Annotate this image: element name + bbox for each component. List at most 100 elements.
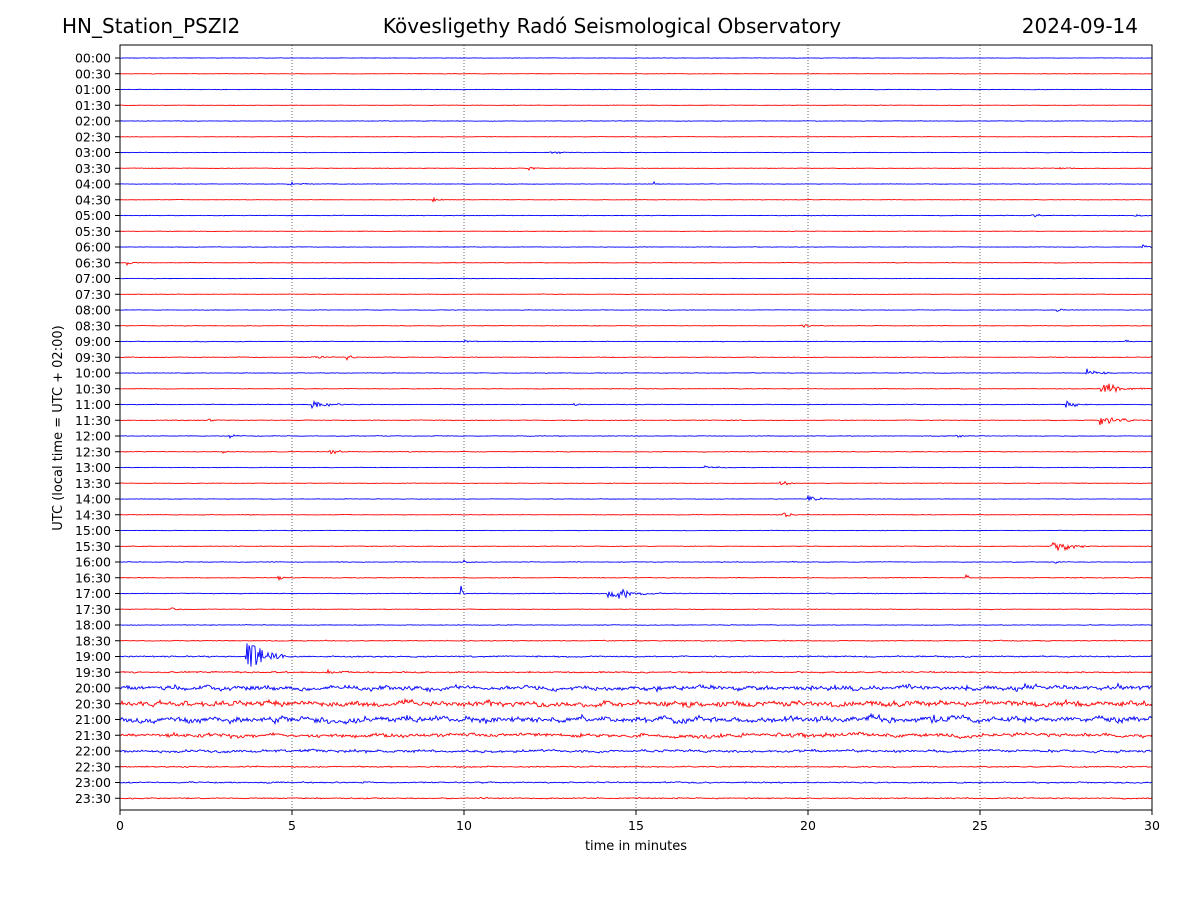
y-tick-label: 12:30: [75, 444, 111, 459]
trace-0630: [120, 261, 1152, 266]
y-tick-label: 06:00: [75, 240, 111, 255]
y-tick-label: 15:00: [75, 523, 111, 538]
trace-1400: [120, 494, 1152, 501]
y-tick-label: 22:30: [75, 759, 111, 774]
y-tick-label: 00:30: [75, 66, 111, 81]
y-tick-label: 20:30: [75, 696, 111, 711]
trace-1200: [120, 434, 1152, 439]
trace-0300: [120, 151, 1152, 155]
y-tick-label: 13:30: [75, 476, 111, 491]
trace-1930: [120, 668, 1152, 675]
trace-0100: [120, 88, 1152, 91]
y-tick-label: 03:30: [75, 161, 111, 176]
y-tick-label: 09:30: [75, 350, 111, 365]
trace-2030: [120, 697, 1152, 709]
y-tick-label: 17:30: [75, 602, 111, 617]
trace-1630: [120, 573, 1152, 582]
trace-1500: [120, 529, 1152, 532]
y-tick-label: 01:30: [75, 98, 111, 113]
y-tick-label: 19:00: [75, 649, 111, 664]
x-axis-label: time in minutes: [585, 839, 687, 854]
trace-1100: [120, 399, 1152, 410]
trace-1530: [120, 541, 1152, 552]
trace-0330: [120, 166, 1152, 172]
trace-0600: [120, 244, 1152, 249]
y-tick-label: 20:00: [75, 681, 111, 696]
trace-0700: [120, 277, 1152, 280]
y-tick-label: 11:30: [75, 413, 111, 428]
trace-0930: [120, 355, 1152, 361]
trace-0230: [120, 135, 1152, 138]
y-tick-label: 10:00: [75, 366, 111, 381]
y-tick-label: 15:30: [75, 539, 111, 554]
trace-1000: [120, 368, 1152, 375]
y-tick-label: 14:30: [75, 507, 111, 522]
trace-2000: [120, 682, 1152, 693]
y-tick-label: 03:00: [75, 145, 111, 160]
y-axis: 00:0000:3001:0001:3002:0002:3003:0003:30…: [75, 51, 120, 806]
x-tick-label: 15: [628, 818, 644, 833]
y-tick-label: 14:00: [75, 492, 111, 507]
trace-0030: [120, 73, 1152, 75]
y-tick-label: 16:30: [75, 570, 111, 585]
trace-0200: [120, 120, 1152, 122]
y-tick-label: 23:00: [75, 775, 111, 790]
trace-0900: [120, 339, 1152, 343]
y-tick-label: 18:30: [75, 633, 111, 648]
y-tick-label: 05:00: [75, 208, 111, 223]
y-tick-label: 16:00: [75, 555, 111, 570]
y-tick-label: 02:30: [75, 129, 111, 144]
trace-0800: [120, 308, 1152, 312]
y-tick-label: 17:00: [75, 586, 111, 601]
trace-1330: [120, 480, 1152, 486]
station-title: HN_Station_PSZI2: [62, 14, 241, 38]
trace-0400: [120, 180, 1152, 186]
y-tick-label: 06:30: [75, 255, 111, 270]
trace-0130: [120, 104, 1152, 107]
trace-1830: [120, 639, 1152, 642]
date-title: 2024-09-14: [1021, 14, 1138, 38]
trace-1300: [120, 465, 1152, 469]
y-tick-label: 04:00: [75, 177, 111, 192]
observatory-title: Kövesligethy Radó Seismological Observat…: [382, 14, 842, 38]
y-tick-label: 23:30: [75, 791, 111, 806]
trace-2130: [120, 731, 1152, 740]
y-tick-label: 09:00: [75, 334, 111, 349]
trace-2330: [120, 796, 1152, 800]
x-tick-label: 5: [288, 818, 296, 833]
trace-0000: [120, 57, 1152, 59]
trace-1730: [120, 607, 1152, 611]
y-tick-label: 21:00: [75, 712, 111, 727]
trace-0500: [120, 213, 1152, 218]
trace-1130: [120, 416, 1152, 426]
x-tick-label: 30: [1144, 818, 1160, 833]
y-tick-label: 00:00: [75, 51, 111, 66]
trace-1900: [120, 643, 1152, 667]
x-tick-label: 10: [456, 818, 472, 833]
trace-2300: [120, 781, 1152, 785]
y-tick-label: 07:30: [75, 287, 111, 302]
trace-1800: [120, 623, 1152, 626]
trace-2200: [120, 748, 1152, 755]
y-tick-label: 08:30: [75, 318, 111, 333]
y-tick-label: 19:30: [75, 665, 111, 680]
trace-0830: [120, 324, 1152, 328]
y-tick-label: 13:00: [75, 460, 111, 475]
y-tick-label: 02:00: [75, 114, 111, 129]
trace-1600: [120, 559, 1152, 564]
x-tick-label: 20: [800, 818, 816, 833]
trace-group: [120, 57, 1152, 800]
trace-2100: [120, 712, 1152, 726]
y-axis-label: UTC (local time = UTC + 02:00): [51, 325, 66, 530]
trace-1430: [120, 512, 1152, 518]
y-tick-label: 21:30: [75, 728, 111, 743]
trace-2230: [120, 765, 1152, 769]
y-tick-label: 10:30: [75, 381, 111, 396]
trace-0730: [120, 293, 1152, 295]
x-tick-label: 25: [972, 818, 988, 833]
trace-0530: [120, 230, 1152, 233]
y-tick-label: 01:00: [75, 82, 111, 97]
y-tick-label: 11:00: [75, 397, 111, 412]
y-tick-label: 04:30: [75, 192, 111, 207]
